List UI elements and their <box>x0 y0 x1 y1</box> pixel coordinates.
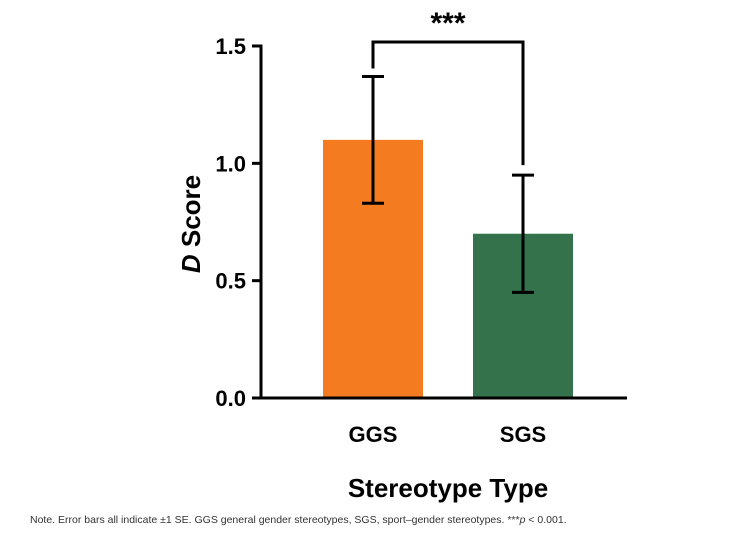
note-p-italic: p <box>519 514 526 526</box>
bars <box>323 139 573 398</box>
figure-note: Note. Error bars all indicate ±1 SE. GGS… <box>30 514 567 526</box>
error-bars <box>362 75 534 294</box>
y-tick-label: 1.5 <box>215 34 246 59</box>
significance-label: *** <box>430 7 465 40</box>
y-tick-label: 1.0 <box>215 151 246 176</box>
y-axis-title: D Score <box>176 175 206 273</box>
x-category-label: SGS <box>500 422 546 447</box>
x-category-label: GGS <box>349 422 398 447</box>
note-prefix: Note. Error bars all indicate ±1 SE. GGS… <box>30 514 520 526</box>
x-axis-categories: GGS SGS <box>349 422 547 447</box>
x-axis-title: Stereotype Type <box>348 473 548 503</box>
y-axis-title-rest: Score <box>176 175 206 255</box>
bar-chart: 0.0 0.5 1.0 1.5 GGS SGS *** D Score Stereoty… <box>176 7 627 503</box>
y-tick-label: 0.5 <box>215 269 246 294</box>
y-axis-title-italic: D <box>176 254 206 273</box>
y-tick-label: 0.0 <box>215 386 246 411</box>
significance-bracket <box>371 40 525 166</box>
note-suffix: < 0.001. <box>525 514 567 526</box>
y-axis-ticks: 0.0 0.5 1.0 1.5 <box>215 34 261 411</box>
